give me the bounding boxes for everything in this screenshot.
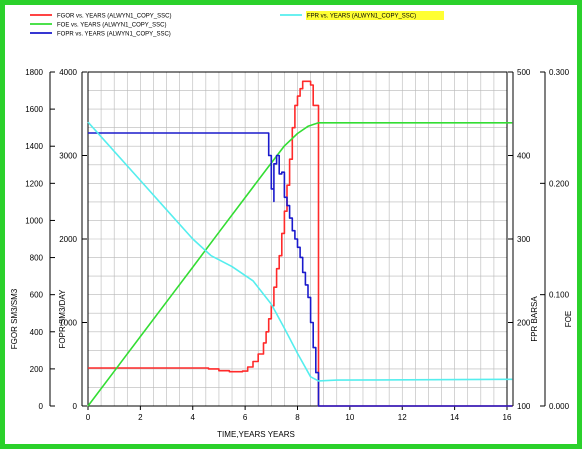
y-tick-label-fgor: 1400 (25, 142, 43, 151)
y-tick-label-fpr: 500 (517, 68, 531, 77)
axes: 0 2 4 6 8 10 12 14 16020040060080010001200140016… (10, 68, 573, 422)
x-axis-label: TIME,YEARS YEARS (217, 430, 295, 439)
legend: FGOR vs. YEARS (ALWYN1_COPY_SSC) FOE vs. … (30, 11, 444, 38)
x-tick-label: 8 (295, 413, 300, 422)
y-tick-label-fopr: 3000 (59, 152, 77, 161)
y-tick-label-foe: 0.100 (549, 291, 570, 300)
x-tick-label: 12 (398, 413, 407, 422)
axis-title-fpr: FPR BARSA (530, 296, 539, 342)
y-tick-label-fgor: 200 (30, 365, 44, 374)
y-tick-label-foe: 0.300 (549, 68, 570, 77)
y-tick-label-fgor: 1800 (25, 68, 43, 77)
x-tick-label: 6 (243, 413, 248, 422)
y-tick-label-fgor: 400 (30, 328, 44, 337)
legend-label: FGOR vs. YEARS (ALWYN1_COPY_SSC) (57, 14, 171, 20)
legend-label: FPR vs. YEARS (ALWYN1_COPY_SSC) (307, 14, 416, 20)
y-tick-label-fopr: 4000 (59, 68, 77, 77)
legend-label: FOE vs. YEARS (ALWYN1_COPY_SSC) (57, 23, 166, 29)
x-tick-label: 0 (86, 413, 91, 422)
y-tick-label-fopr: 0 (73, 402, 78, 411)
x-tick-label: 4 (191, 413, 196, 422)
legend-item: FPR vs. YEARS (ALWYN1_COPY_SSC) (280, 11, 444, 20)
y-tick-label-fgor: 1200 (25, 179, 43, 188)
legend-item: FGOR vs. YEARS (ALWYN1_COPY_SSC) (30, 14, 171, 20)
legend-item: FOPR vs. YEARS (ALWYN1_COPY_SSC) (30, 32, 171, 38)
y-tick-label-fpr: 100 (517, 402, 531, 411)
y-tick-label-foe: 0.200 (549, 179, 570, 188)
x-tick-label: 2 (138, 413, 143, 422)
axis-title-fgor: FGOR SM3/SM3 (10, 288, 19, 349)
y-tick-label-fopr: 2000 (59, 235, 77, 244)
legend-highlight (306, 11, 444, 20)
y-tick-label-fgor: 800 (30, 254, 44, 263)
x-tick-label: 10 (345, 413, 354, 422)
x-tick-label: 16 (503, 413, 512, 422)
series-line-foe (87, 122, 513, 407)
y-tick-label-foe: 0.000 (549, 402, 570, 411)
legend-item: FOE vs. YEARS (ALWYN1_COPY_SSC) (30, 23, 166, 29)
y-tick-label-fgor: 1600 (25, 105, 43, 114)
y-tick-label-fgor: 1000 (25, 216, 43, 225)
legend-label: FOPR vs. YEARS (ALWYN1_COPY_SSC) (57, 32, 171, 38)
series-line-fopr (88, 132, 513, 407)
chart-svg: 0 2 4 6 8 10 12 14 16020040060080010001200140016… (10, 11, 573, 439)
y-tick-label-fopr: 1000 (59, 319, 77, 328)
y-tick-label-fgor: 600 (30, 291, 44, 300)
series-line-fgor (88, 80, 513, 407)
y-tick-label-fpr: 200 (517, 319, 531, 328)
y-tick-label-fpr: 400 (517, 152, 531, 161)
series-group (87, 80, 513, 407)
grid (87, 71, 508, 407)
series-line-fpr (87, 121, 513, 382)
y-tick-label-fgor: 0 (39, 402, 44, 411)
y-tick-label-fpr: 300 (517, 235, 531, 244)
x-tick-label: 14 (450, 413, 459, 422)
axis-title-fopr: FOPR SM3/DAY (58, 289, 67, 349)
axis-title-foe: FOE (564, 311, 573, 327)
